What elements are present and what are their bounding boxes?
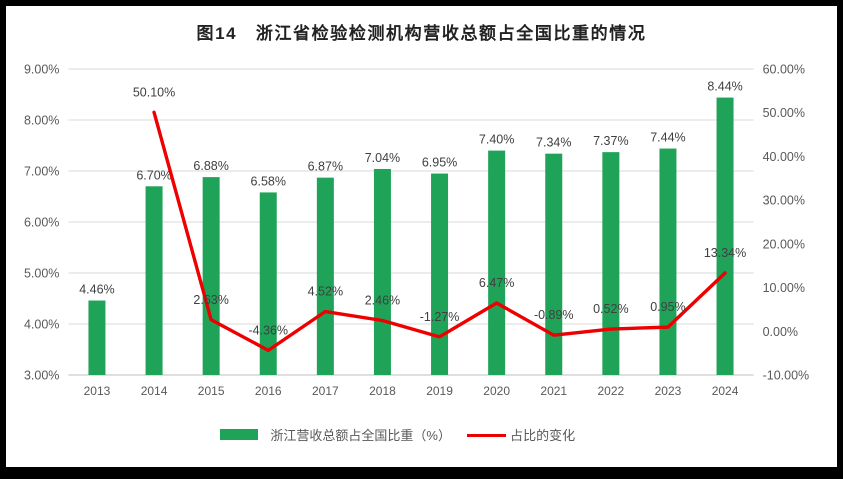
svg-text:7.34%: 7.34% xyxy=(536,136,571,150)
svg-text:-1.27%: -1.27% xyxy=(420,310,460,324)
svg-text:4.52%: 4.52% xyxy=(308,285,343,299)
svg-text:7.04%: 7.04% xyxy=(365,151,400,165)
svg-text:2.46%: 2.46% xyxy=(365,294,400,308)
svg-text:2017: 2017 xyxy=(312,384,339,398)
svg-text:50.10%: 50.10% xyxy=(133,85,175,99)
svg-text:7.37%: 7.37% xyxy=(593,134,628,148)
svg-text:6.70%: 6.70% xyxy=(136,168,171,182)
svg-text:2019: 2019 xyxy=(426,384,453,398)
svg-text:3.00%: 3.00% xyxy=(24,369,59,383)
svg-text:0.52%: 0.52% xyxy=(593,302,628,316)
svg-text:2015: 2015 xyxy=(198,384,225,398)
svg-text:5.00%: 5.00% xyxy=(24,267,59,281)
svg-text:6.95%: 6.95% xyxy=(422,156,457,170)
svg-text:20.00%: 20.00% xyxy=(763,237,805,251)
svg-text:2023: 2023 xyxy=(655,384,682,398)
svg-text:7.44%: 7.44% xyxy=(650,131,685,145)
svg-text:8.00%: 8.00% xyxy=(24,114,59,128)
svg-text:2018: 2018 xyxy=(369,384,396,398)
svg-text:4.00%: 4.00% xyxy=(24,318,59,332)
svg-text:2024: 2024 xyxy=(712,384,739,398)
svg-text:6.87%: 6.87% xyxy=(308,160,343,174)
svg-text:-10.00%: -10.00% xyxy=(763,369,810,383)
svg-text:4.46%: 4.46% xyxy=(79,283,114,297)
svg-text:8.44%: 8.44% xyxy=(707,80,742,94)
svg-text:40.00%: 40.00% xyxy=(763,150,805,164)
svg-text:30.00%: 30.00% xyxy=(763,194,805,208)
svg-text:6.00%: 6.00% xyxy=(24,216,59,230)
svg-text:10.00%: 10.00% xyxy=(763,281,805,295)
svg-text:2013: 2013 xyxy=(84,384,111,398)
svg-text:2014: 2014 xyxy=(141,384,168,398)
svg-text:2.63%: 2.63% xyxy=(193,293,228,307)
svg-text:2016: 2016 xyxy=(255,384,282,398)
svg-text:0.00%: 0.00% xyxy=(763,325,798,339)
svg-text:-0.89%: -0.89% xyxy=(534,308,574,322)
svg-text:0.95%: 0.95% xyxy=(650,300,685,314)
svg-text:2021: 2021 xyxy=(540,384,567,398)
svg-text:2020: 2020 xyxy=(483,384,510,398)
svg-text:6.58%: 6.58% xyxy=(251,174,286,188)
svg-text:9.00%: 9.00% xyxy=(24,63,59,77)
svg-text:-4.36%: -4.36% xyxy=(248,323,288,337)
svg-text:6.47%: 6.47% xyxy=(479,276,514,290)
svg-text:60.00%: 60.00% xyxy=(763,63,805,77)
svg-text:6.88%: 6.88% xyxy=(193,159,228,173)
svg-text:13.34%: 13.34% xyxy=(704,246,746,260)
svg-text:7.00%: 7.00% xyxy=(24,165,59,179)
svg-text:50.00%: 50.00% xyxy=(763,106,805,120)
svg-text:7.40%: 7.40% xyxy=(479,133,514,147)
svg-text:2022: 2022 xyxy=(597,384,624,398)
